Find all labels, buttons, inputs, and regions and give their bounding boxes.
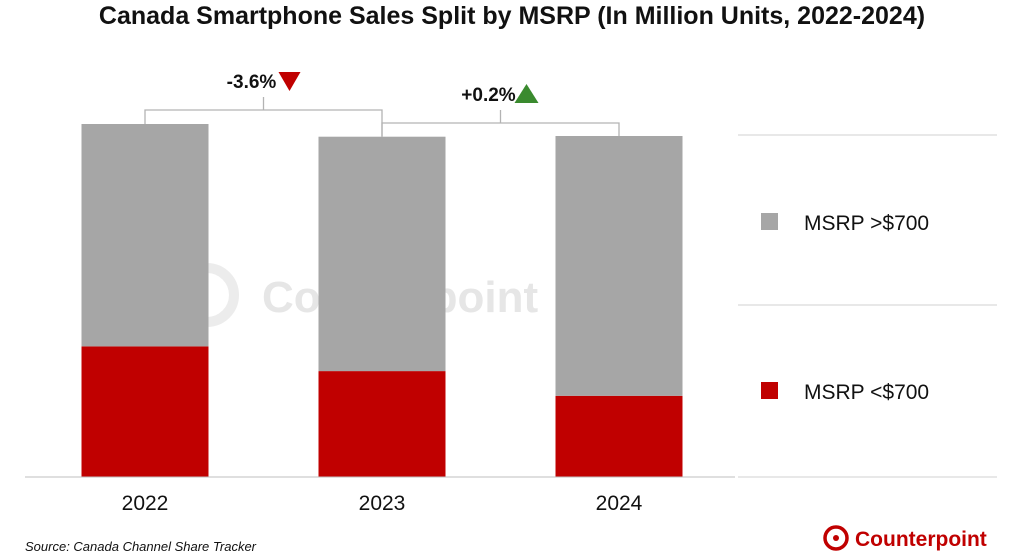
bar-2024-msrp-over-700 <box>555 136 683 396</box>
change-bracket <box>381 110 620 137</box>
legend-swatch-low <box>761 382 778 399</box>
legend-swatch-high <box>761 213 778 230</box>
bars-group <box>81 124 683 477</box>
change-label: +0.2% <box>461 85 516 106</box>
brand-logo: Counterpoint <box>823 525 987 551</box>
bar-2024-msrp-under-700 <box>555 395 683 477</box>
bar-2023-msrp-under-700 <box>318 371 446 477</box>
x-tick-label: 2023 <box>359 492 406 515</box>
source-note: Source: Canada Channel Share Tracker <box>25 539 257 554</box>
x-tick-label: 2022 <box>122 492 169 515</box>
legend-label-high: MSRP >$700 <box>804 212 929 235</box>
change-down-arrow-icon <box>278 72 301 91</box>
change-label: -3.6% <box>227 72 277 93</box>
change-up-arrow-icon <box>514 84 539 103</box>
chart-title: Canada Smartphone Sales Split by MSRP (I… <box>99 2 925 30</box>
brand-name: Counterpoint <box>855 528 987 551</box>
counterpoint-logo-icon <box>823 525 849 551</box>
change-annotations: -3.6% +0.2% <box>144 72 620 137</box>
x-tick-label: 2024 <box>596 492 643 515</box>
bar-2022-msrp-under-700 <box>81 346 209 477</box>
x-tick-labels: 2022 2023 2024 <box>122 492 643 515</box>
legend-label-low: MSRP <$700 <box>804 381 929 404</box>
bar-2022-msrp-over-700 <box>81 124 209 347</box>
bar-2023-msrp-over-700 <box>318 136 446 372</box>
legend: MSRP >$700 MSRP <$700 <box>738 134 997 478</box>
